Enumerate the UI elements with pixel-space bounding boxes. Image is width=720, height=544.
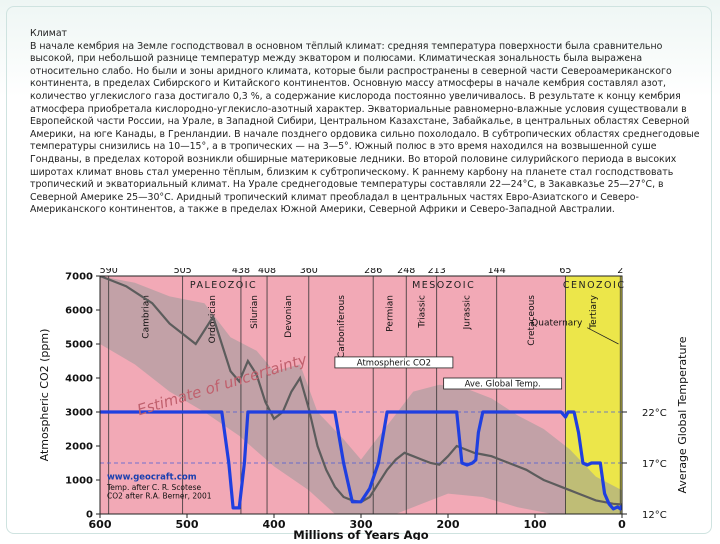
period-label: Devonian — [284, 295, 294, 338]
co2-uncertainty-band — [100, 276, 622, 514]
top-age-tick-label: 438 — [232, 268, 250, 276]
left-axis: 7000 6000 5000 4000 3000 2000 1000 0 Atmospheric… — [38, 272, 100, 521]
x-tick-label: 500 — [176, 518, 199, 531]
period-label: Cretaceous — [527, 295, 537, 346]
top-age-tick-label: 65 — [559, 268, 571, 276]
period-label: Silurian — [250, 295, 260, 329]
left-axis-title: Atmospheric CO2 (ppm) — [38, 329, 51, 462]
quaternary-pointer — [587, 327, 619, 345]
x-tick-label: 600 — [89, 518, 112, 531]
top-age-tick-label: 213 — [428, 268, 446, 276]
x-axis-title: Millions of Years Ago — [293, 528, 429, 540]
period-label: Carboniferous — [337, 295, 347, 358]
top-age-tick-label: 590 — [100, 268, 118, 276]
period-label: Permian — [386, 295, 396, 332]
x-axis: 600 500 400 300 200 100 0 Millions of Years Ago — [89, 514, 626, 542]
credit-temp: Temp. after C. R. Scotese — [106, 483, 202, 492]
era-labels: PALEOZOIC MESOZOIC CENOZOIC — [190, 280, 626, 291]
left-tick-label: 7000 — [65, 272, 93, 283]
top-age-tick-label: 360 — [300, 268, 318, 276]
left-tick-label: 6000 — [65, 306, 93, 317]
slide-body: В начале кембрия на Земле господствовал … — [30, 40, 700, 216]
right-axis: 22°C 17°C 12°C Average Global Temperature — [622, 336, 689, 521]
right-tick-label: 12°C — [642, 510, 667, 521]
left-tick-label: 1000 — [65, 476, 93, 487]
era-label: PALEOZOIC — [190, 280, 257, 291]
x-tick-label: 100 — [524, 518, 547, 531]
right-tick-label: 17°C — [642, 459, 667, 470]
era-label: MESOZOIC — [412, 280, 475, 291]
x-tick-label: 0 — [618, 518, 626, 531]
period-label: Triassic — [418, 295, 428, 329]
right-tick-label: 22°C — [642, 408, 667, 419]
figure-svg: 590 505 438 408 360 286 248 213 144 65 2 PALEOZOIC… — [38, 265, 689, 542]
co2-series-line — [100, 276, 622, 506]
co2-legend-label: Atmospheric CO2 — [357, 358, 431, 368]
top-age-tick-label: 286 — [364, 268, 382, 276]
left-tick-label: 3000 — [65, 408, 93, 419]
period-label: Tertiary — [589, 294, 599, 329]
temp-legend-label: Ave. Global Temp. — [465, 380, 541, 390]
credit-site: www.geocraft.com — [107, 472, 197, 482]
slide-heading: Климат — [30, 28, 68, 39]
quaternary-label: Quaternary — [531, 318, 583, 328]
left-tick-label: 4000 — [65, 374, 93, 385]
top-age-tick-label: 2 — [617, 268, 623, 276]
top-age-tick-label: 505 — [174, 268, 192, 276]
left-tick-label: 2000 — [65, 442, 93, 453]
top-age-tick-label: 408 — [258, 268, 276, 276]
left-tick-label: 5000 — [65, 340, 93, 351]
credit-co2: CO2 after R.A. Berner, 2001 — [107, 491, 212, 500]
slide-frame — [6, 6, 712, 534]
x-tick-label: 300 — [350, 518, 373, 531]
co2-legend-box — [334, 356, 454, 369]
top-age-tick-label: 248 — [397, 268, 415, 276]
temp-legend-box — [443, 377, 563, 390]
temperature-series-line — [100, 410, 622, 511]
top-age-tick-label: 144 — [488, 268, 506, 276]
period-label: Cambrian — [142, 295, 152, 339]
x-tick-label: 200 — [437, 518, 460, 531]
era-label: CENOZOIC — [563, 280, 626, 291]
x-tick-label: 400 — [263, 518, 286, 531]
co2-temperature-figure: 590 505 438 408 360 286 248 213 144 65 2 PALEOZOIC… — [38, 265, 698, 542]
right-axis-title: Average Global Temperature — [676, 336, 689, 493]
slide-text: Климат В начале кембрия на Земле господс… — [30, 28, 702, 217]
left-tick-label: 0 — [86, 510, 93, 521]
top-age-ticks: 590 505 438 408 360 286 248 213 144 65 2 — [100, 265, 624, 276]
period-label: Jurassic — [463, 295, 473, 330]
